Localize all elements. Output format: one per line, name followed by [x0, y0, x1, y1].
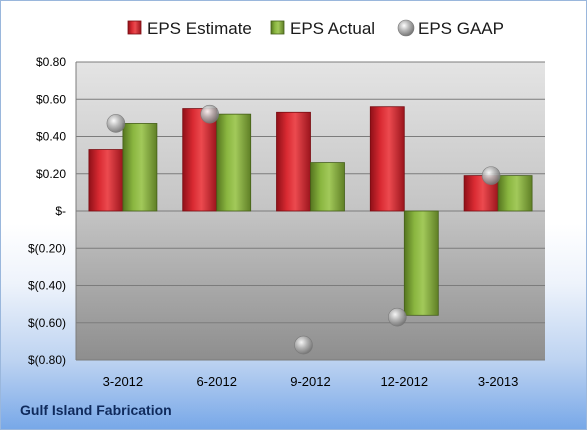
x-tick-label: 12-2012 — [380, 374, 428, 389]
point-eps-gaap — [106, 114, 126, 133]
legend-label: EPS Estimate — [147, 19, 252, 38]
company-name: Gulf Island Fabrication — [20, 402, 172, 418]
y-tick-label: $- — [55, 204, 66, 218]
y-tick-label: $(0.40) — [28, 279, 66, 293]
legend-label: EPS GAAP — [418, 19, 504, 38]
bar-eps-estimate — [276, 111, 311, 212]
y-tick-label: $0.60 — [36, 92, 66, 106]
y-tick-label: $0.40 — [36, 130, 66, 144]
point-eps-gaap — [200, 104, 219, 124]
bar-eps-estimate — [88, 149, 124, 212]
bar-eps-actual — [310, 162, 345, 212]
point-eps-gaap — [294, 335, 313, 355]
legend-label: EPS Actual — [290, 19, 375, 38]
x-tick-label: 9-2012 — [290, 374, 330, 389]
legend-swatch — [397, 19, 415, 37]
bar-eps-actual — [497, 175, 533, 212]
point-eps-gaap — [481, 166, 501, 185]
bar-eps-actual — [403, 210, 439, 316]
bar-eps-estimate — [369, 106, 405, 212]
point-eps-gaap — [387, 307, 407, 327]
y-tick-label: $0.20 — [36, 167, 66, 181]
x-tick-label: 6-2012 — [196, 374, 236, 389]
y-tick-label: $0.80 — [36, 55, 66, 69]
legend: EPS Estimate EPS Actual EPS GAAP — [127, 19, 504, 38]
y-tick-label: $(0.20) — [28, 241, 66, 255]
bar-eps-actual — [122, 123, 158, 212]
legend-swatch — [270, 20, 285, 35]
legend-swatch — [127, 20, 142, 35]
y-tick-label: $(0.60) — [28, 316, 66, 330]
y-tick-label: $(0.80) — [28, 353, 66, 367]
x-tick-label: 3-2012 — [103, 374, 143, 389]
bar-eps-actual — [216, 113, 252, 212]
bar-eps-estimate — [182, 108, 218, 212]
x-tick-label: 3-2013 — [478, 374, 518, 389]
